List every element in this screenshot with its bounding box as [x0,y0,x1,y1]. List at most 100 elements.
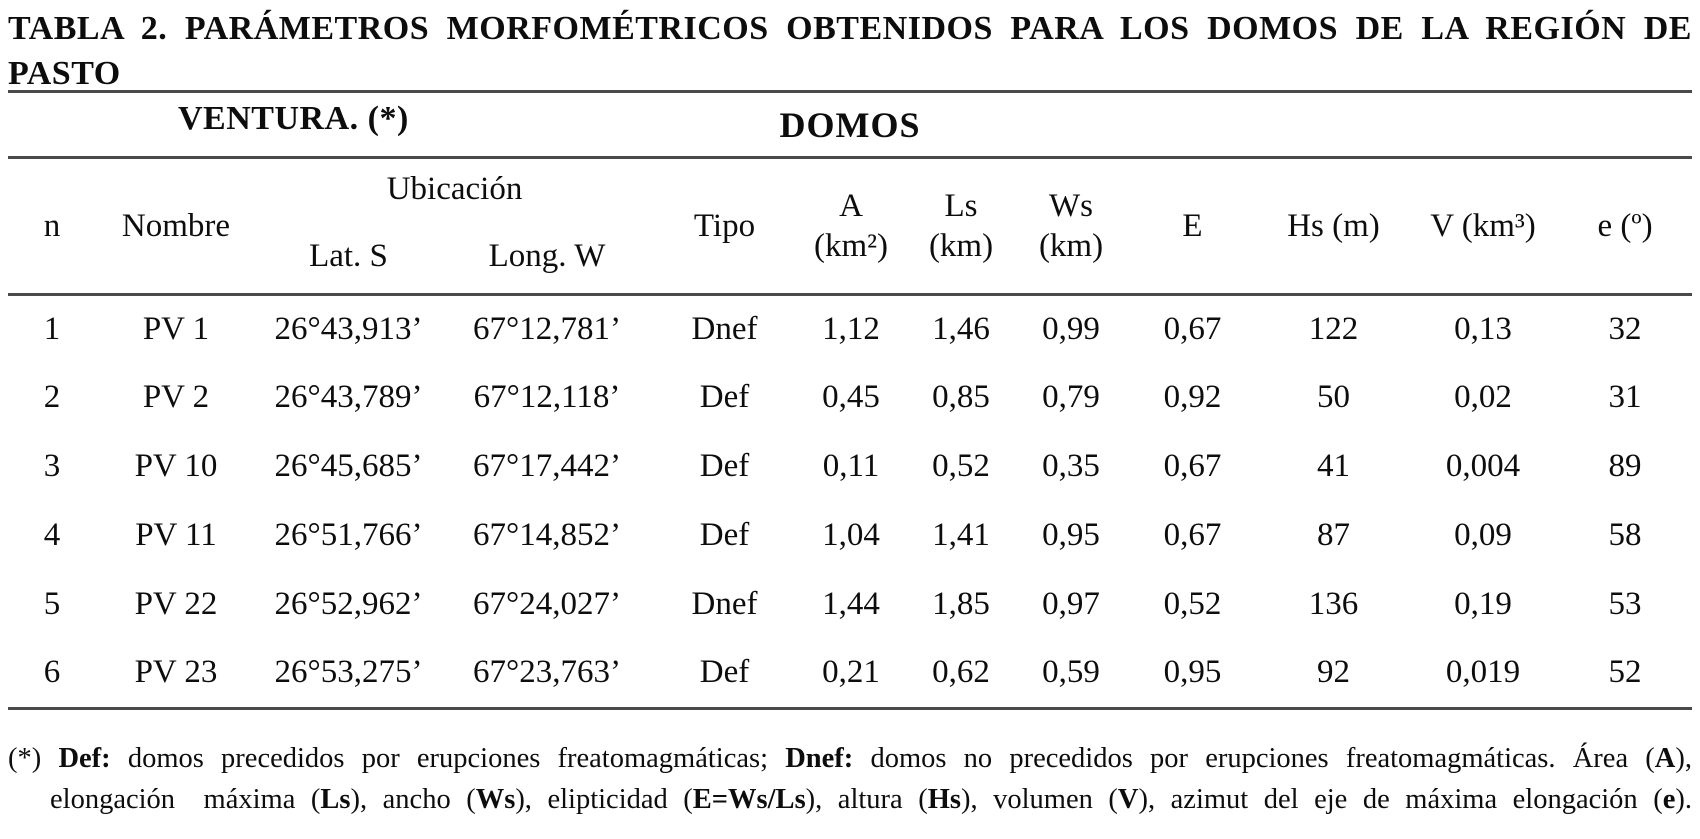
cell-hs: 92 [1259,639,1409,710]
cell-v: 0,02 [1454,379,1512,415]
cell-lat: 26°53,275’ [256,639,441,710]
column-header-ls-unit: (km) [928,227,994,264]
cell-ws: 0,79 [1042,379,1100,415]
cell-n: 1 [43,310,61,347]
column-header-ls: Ls (km) [906,159,1017,296]
table-row: 2 PV 2 26°43,789’ 67°12,118’ Def 0,45 0,… [8,363,1692,432]
cell-long: 67°12,781’ [473,310,621,347]
cell-hs: 87 [1317,517,1351,553]
cell-v: 0,13 [1454,310,1512,347]
cell-v: 0,004 [1445,448,1521,484]
cell-e-azimut: 32 [1608,310,1642,347]
cell-long: 67°23,763’ [441,639,654,710]
cell-area: 1,44 [822,586,880,622]
cell-nombre: PV 11 [135,517,217,553]
rule-top [8,90,1692,93]
cell-e-azimut: 31 [1608,379,1642,415]
cell-long: 67°12,118’ [473,379,621,415]
column-header-nombre: Nombre [96,159,256,296]
cell-hs: 122 [1308,310,1359,347]
column-header-ws: Ws (km) [1016,159,1127,296]
cell-area: 0,45 [822,379,880,415]
cell-nombre: PV 1 [142,310,210,347]
cell-tipo: Dnef [691,310,758,347]
cell-v: 0,019 [1408,639,1559,710]
cell-long: 67°24,027’ [473,586,621,622]
column-header-v: V (km³) [1408,159,1559,296]
cell-tipo: Def [699,379,750,415]
cell-area: 1,12 [822,310,880,347]
cell-area: 1,04 [822,517,880,553]
cell-lat: 26°43,789’ [274,379,423,415]
cell-e: 0,92 [1163,379,1222,415]
footnote-line2: elongación máxima (Ls), ancho (Ws), elip… [50,783,1692,815]
column-header-area: A (km²) [796,159,907,296]
column-header-lat: Lat. S [256,219,441,296]
cell-ws: 0,99 [1042,310,1100,347]
cell-nombre: PV 22 [134,586,218,622]
table-row: 6 PV 23 26°53,275’ 67°23,763’ Def 0,21 0… [8,639,1693,710]
table-footnote: (*) Def: domos precedidos por erupciones… [8,738,1692,820]
column-header-area-unit: (km²) [813,227,889,264]
cell-ws: 0,59 [1016,639,1127,710]
cell-e: 0,52 [1163,586,1222,622]
cell-ls: 0,62 [906,639,1017,710]
column-header-area-symbol: A [839,187,863,224]
column-header-ws-symbol: Ws [1049,187,1094,224]
cell-area: 0,11 [822,448,880,484]
column-header-n: n [8,159,96,296]
table-group-header-domos: DOMOS [779,104,921,145]
cell-n: 4 [43,517,61,553]
cell-area: 0,21 [796,639,907,710]
cell-lat: 26°43,913’ [274,310,423,347]
table-title-line1: TABLA 2. PARÁMETROS MORFOMÉTRICOS OBTENI… [8,10,1692,92]
cell-e-azimut: 53 [1608,586,1642,622]
cell-tipo: Def [653,639,797,710]
cell-ls: 0,85 [932,379,990,415]
cell-n: 6 [8,639,96,710]
cell-n: 3 [43,448,61,484]
cell-e: 0,67 [1163,310,1222,347]
cell-ws: 0,97 [1042,586,1100,622]
cell-e-azimut: 52 [1558,639,1693,710]
cell-hs: 136 [1308,586,1359,622]
cell-tipo: Def [699,448,750,484]
cell-lat: 26°51,766’ [274,517,423,553]
table-row: 5 PV 22 26°52,962’ 67°24,027’ Dnef 1,44 … [8,570,1692,639]
column-header-ws-unit: (km) [1038,227,1104,264]
cell-lat: 26°45,685’ [274,448,423,484]
cell-v: 0,19 [1454,586,1512,622]
cell-ws: 0,35 [1042,448,1100,484]
morphometric-table: n Nombre Ubicación Tipo A (km²) Ls (km) … [8,159,1693,710]
cell-e-azimut: 89 [1608,448,1642,484]
footnote-line1: (*) Def: domos precedidos por erupciones… [8,742,1692,774]
cell-e-azimut: 58 [1608,517,1642,553]
column-header-ls-symbol: Ls [944,187,978,224]
cell-long: 67°17,442’ [473,448,621,484]
cell-lat: 26°52,962’ [274,586,423,622]
cell-ls: 0,52 [932,448,990,484]
table-title: TABLA 2. PARÁMETROS MORFOMÉTRICOS OBTENI… [8,0,1692,137]
cell-tipo: Def [699,517,750,553]
cell-hs: 50 [1317,379,1351,415]
cell-e: 0,67 [1163,448,1222,484]
column-header-e: E [1126,159,1260,296]
cell-ls: 1,46 [932,310,990,347]
cell-tipo: Dnef [691,586,758,622]
table-row: 4 PV 11 26°51,766’ 67°14,852’ Def 1,04 1… [8,501,1692,570]
cell-e: 0,67 [1163,517,1222,553]
cell-hs: 41 [1317,448,1351,484]
rule-under-group-header [8,156,1692,159]
column-header-e-azimut: e (º) [1558,159,1693,296]
table-row: 3 PV 10 26°45,685’ 67°17,442’ Def 0,11 0… [8,432,1692,501]
cell-ls: 1,41 [932,517,990,553]
cell-nombre: PV 23 [96,639,256,710]
column-header-hs: Hs (m) [1259,159,1409,296]
cell-v: 0,09 [1454,517,1512,553]
cell-n: 2 [43,379,61,415]
table-row: 1 PV 1 26°43,913’ 67°12,781’ Dnef 1,12 1… [8,294,1692,363]
table-title-line2: VENTURA. (*) [178,100,409,137]
table-body: 1 PV 1 26°43,913’ 67°12,781’ Dnef 1,12 1… [8,294,1693,710]
cell-n: 5 [43,586,61,622]
column-header-tipo: Tipo [653,159,797,296]
